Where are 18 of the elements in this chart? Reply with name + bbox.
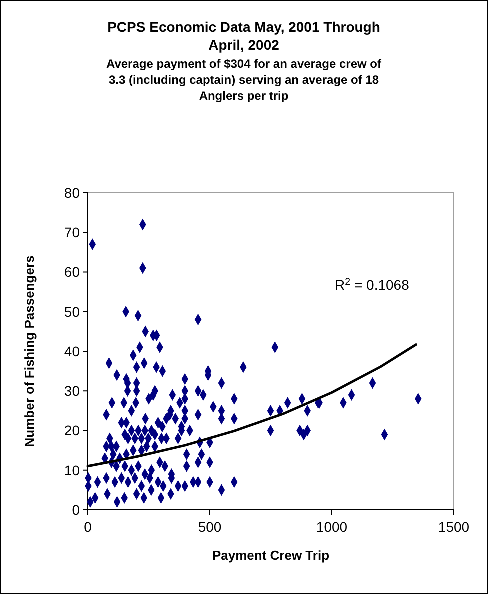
- x-tick-label: 0: [84, 519, 92, 535]
- x-tick-label: 500: [198, 519, 222, 535]
- annotation: R$^{2}$ = 0.1068: [335, 276, 410, 293]
- chart-subtitle: Average payment of $304 for an average crew of 3.3 (including captain) serving an average of 18 Anglers per trip: [106, 57, 382, 103]
- chart-title: PCPS Economic Data May, 2001 Through April, 2002: [108, 19, 380, 53]
- y-axis-title: Number of Fishing Passengers: [22, 256, 37, 448]
- y-tick-label: 70: [64, 224, 80, 241]
- x-axis-title: Payment Crew Trip: [212, 548, 330, 563]
- y-tick-label: 80: [64, 184, 80, 201]
- y-tick-label: 10: [64, 462, 80, 478]
- x-tick-label: 1000: [316, 519, 348, 535]
- y-tick-label: 30: [64, 383, 80, 400]
- y-tick-label: 40: [64, 343, 80, 360]
- x-tick-label: 1500: [438, 519, 470, 535]
- y-tick-label: 50: [64, 304, 80, 320]
- y-tick-label: 60: [64, 264, 80, 280]
- y-tick-label: 0: [72, 502, 80, 518]
- y-tick-label: 20: [64, 422, 80, 439]
